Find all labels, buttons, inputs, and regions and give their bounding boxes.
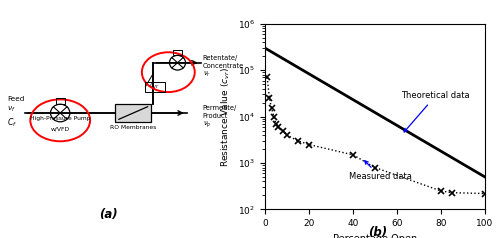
Text: $\nu_r$: $\nu_r$ bbox=[203, 70, 210, 79]
Text: Feed: Feed bbox=[8, 96, 24, 102]
Text: Concentrate: Concentrate bbox=[203, 63, 244, 69]
Text: $C_f$: $C_f$ bbox=[8, 116, 18, 129]
Text: RO Membranes: RO Membranes bbox=[110, 124, 156, 129]
Text: High-Pressure Pump: High-Pressure Pump bbox=[30, 116, 90, 121]
FancyBboxPatch shape bbox=[116, 104, 151, 122]
Text: Product: Product bbox=[203, 113, 228, 119]
Text: $\nu_f$: $\nu_f$ bbox=[8, 105, 16, 114]
Text: Measured data: Measured data bbox=[348, 161, 412, 181]
Text: $c_{vr}$: $c_{vr}$ bbox=[150, 82, 160, 91]
Text: Permeate/: Permeate/ bbox=[203, 105, 237, 111]
Text: (b): (b) bbox=[368, 226, 387, 238]
Text: $\nu_p$: $\nu_p$ bbox=[203, 119, 211, 130]
Text: w/VFD: w/VFD bbox=[50, 126, 70, 131]
X-axis label: Percentage Open: Percentage Open bbox=[333, 234, 417, 238]
Y-axis label: Resistance Value ($c_{vr}$): Resistance Value ($c_{vr}$) bbox=[220, 67, 232, 167]
Text: Theoretical data: Theoretical data bbox=[402, 91, 470, 132]
Text: Retentate/: Retentate/ bbox=[203, 55, 238, 60]
Text: (a): (a) bbox=[99, 208, 118, 221]
